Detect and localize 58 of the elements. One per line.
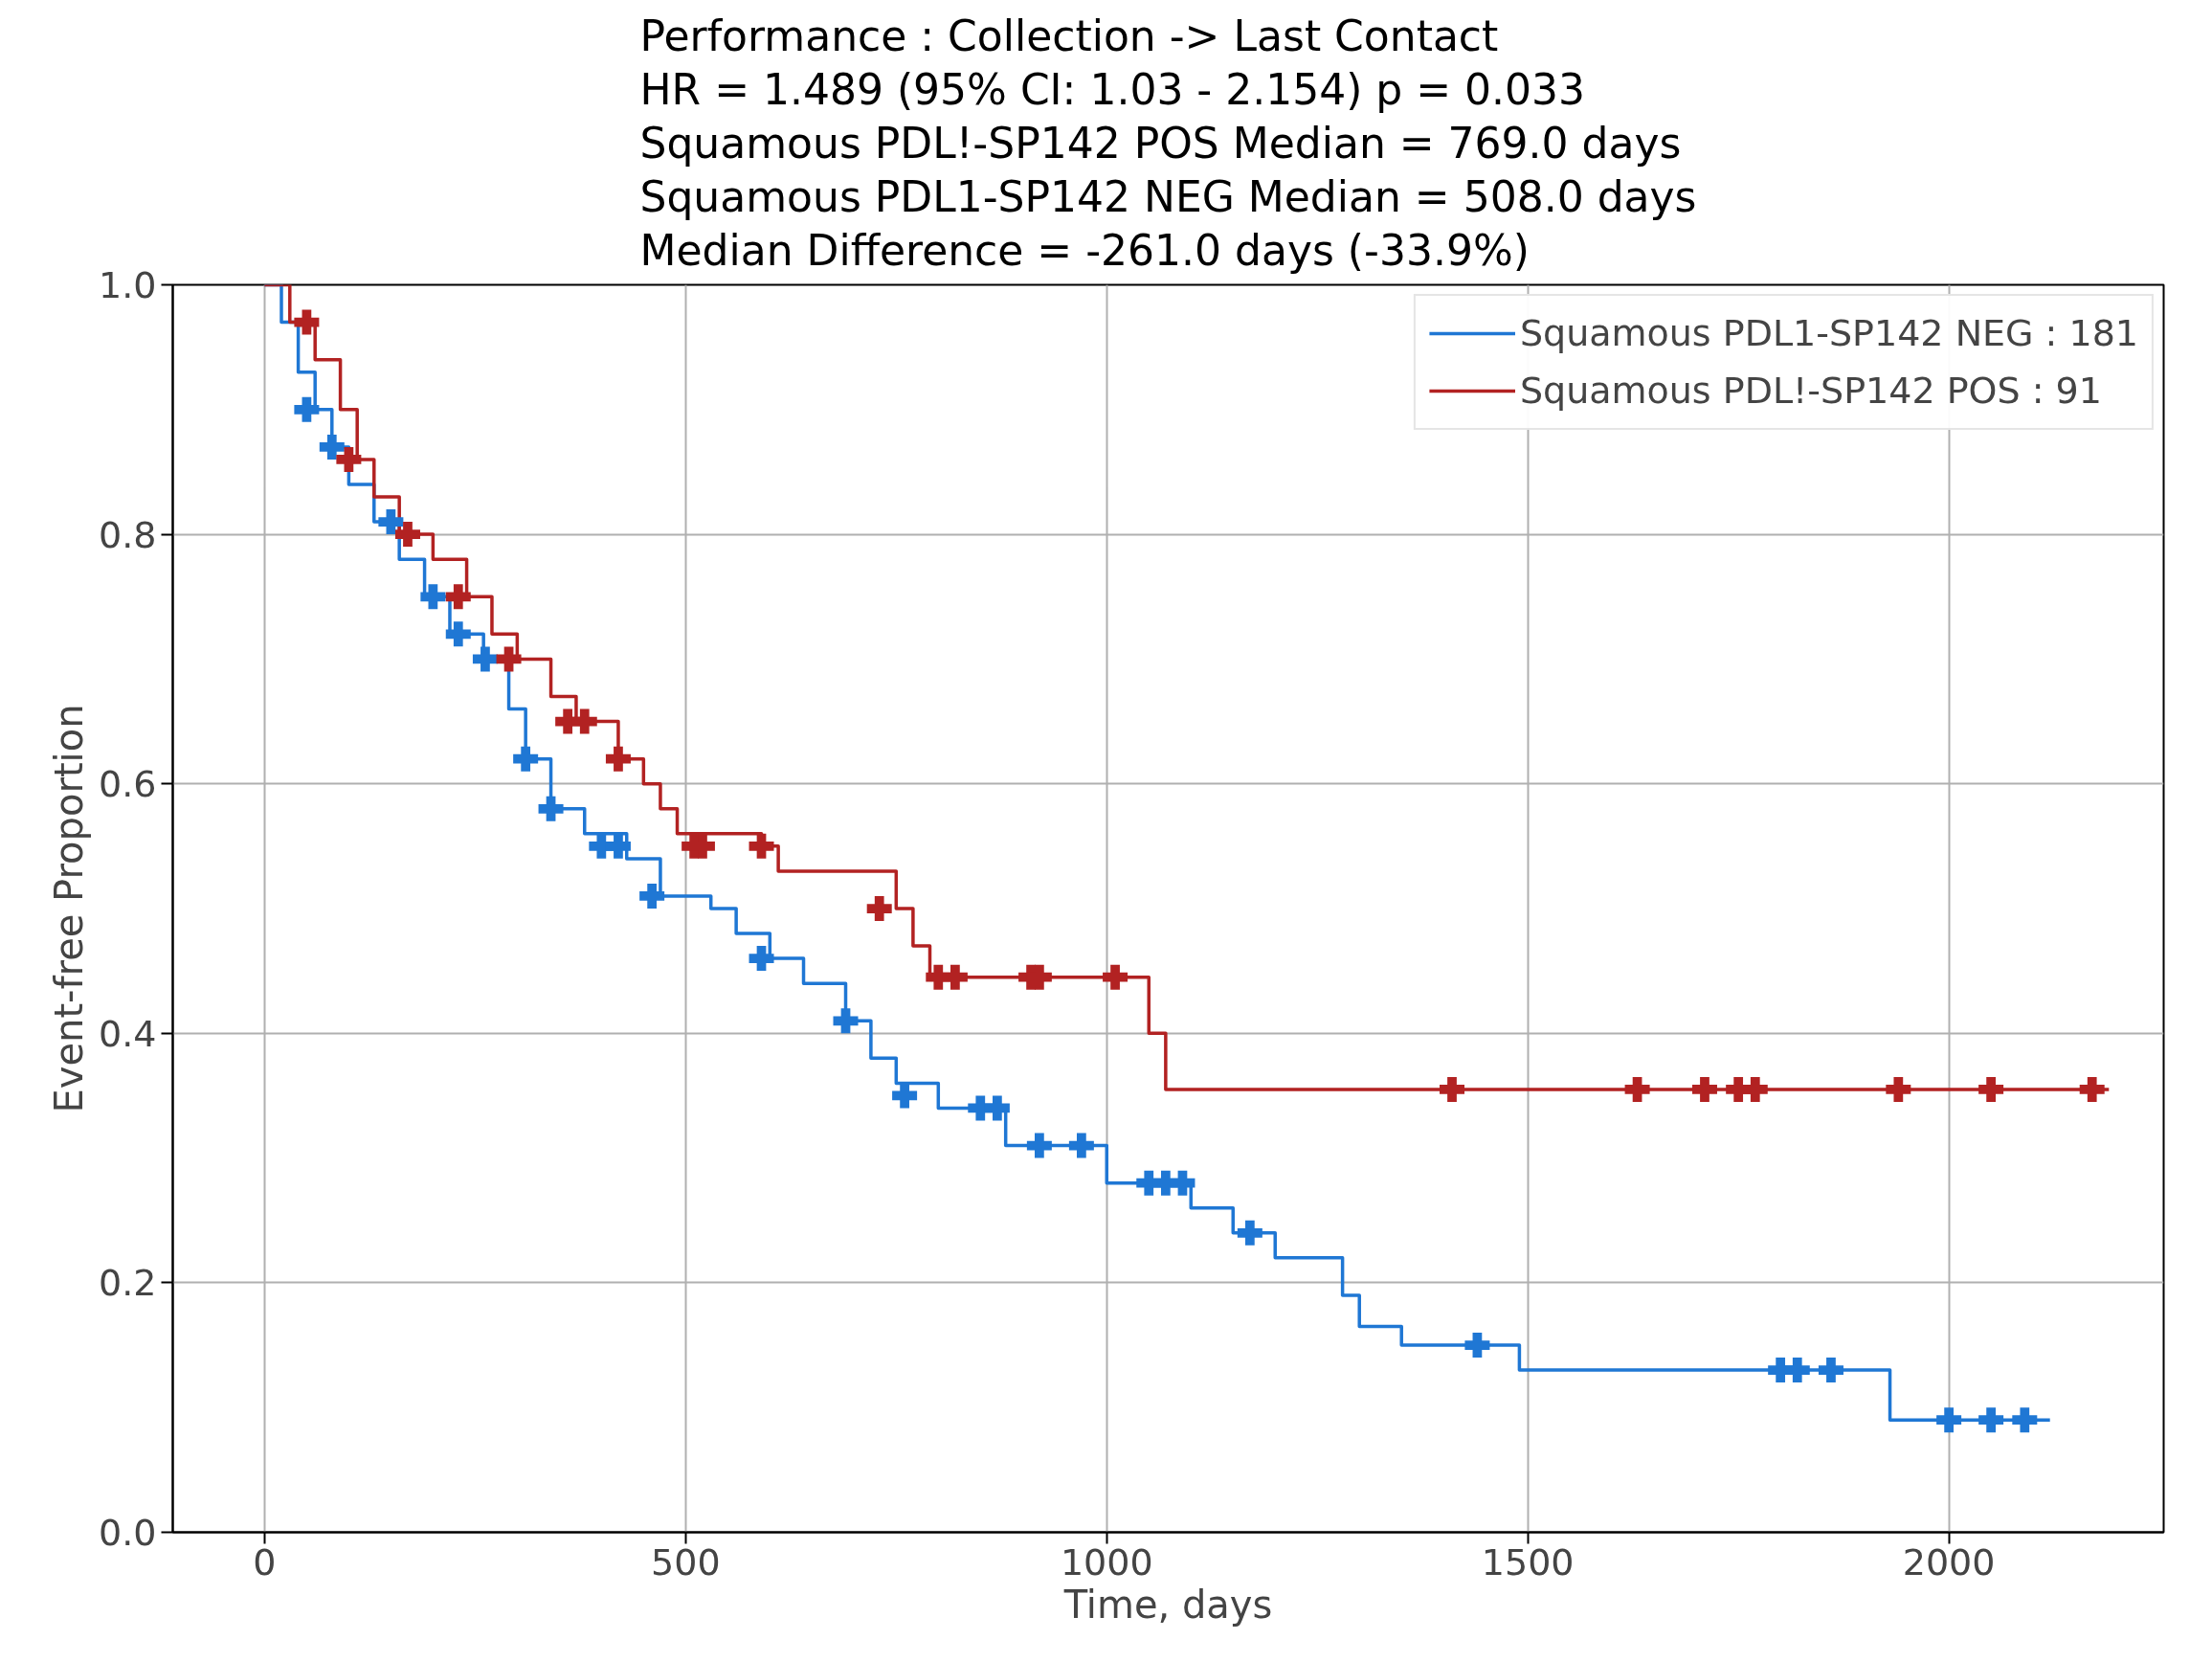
- x-tick-label: 1500: [1481, 1540, 1575, 1583]
- point: [1237, 1220, 1262, 1246]
- x-tick-label: 1000: [1060, 1540, 1153, 1583]
- point: [1818, 1358, 1843, 1383]
- point: [472, 646, 498, 672]
- point: [942, 964, 968, 990]
- y-tick-label: 0.6: [99, 763, 157, 806]
- y-tick-label: 0.8: [99, 513, 157, 556]
- point: [749, 946, 774, 972]
- point: [336, 446, 362, 472]
- point: [1170, 1170, 1195, 1196]
- y-tick-label: 0.2: [99, 1262, 157, 1305]
- legend-label: Squamous PDL!-SP142 POS : 91: [1519, 369, 2102, 414]
- point: [1784, 1358, 1810, 1383]
- point: [294, 396, 320, 422]
- point: [445, 621, 471, 647]
- point: [1691, 1076, 1717, 1102]
- point: [513, 746, 539, 772]
- y-axis-title: Event-free Proportion: [47, 704, 92, 1113]
- y-tick-label: 0.0: [99, 1512, 157, 1554]
- point: [866, 896, 892, 921]
- point: [749, 833, 774, 859]
- point: [1464, 1333, 1490, 1359]
- point: [1068, 1133, 1094, 1158]
- legend-label: Squamous PDL1-SP142 NEG : 181: [1519, 311, 2138, 356]
- point: [2079, 1076, 2105, 1102]
- chart-title: Performance : Collection -> Last Contact HR = 1.489 (95% CI: 1.03 - 2.154) p = 0.033 Squamous PDL!-SP142 POS Median = 769.0 days Squamous PDL1-SP142 NEG Median = 508.0 days Median Difference = -261.0 days (-33.9%): [639, 11, 1697, 276]
- point: [1978, 1407, 2004, 1433]
- point: [2012, 1407, 2038, 1433]
- point: [1026, 1133, 1052, 1158]
- point: [892, 1083, 918, 1109]
- point: [1742, 1076, 1768, 1102]
- point: [445, 584, 471, 610]
- x-tick-label: 2000: [1902, 1540, 1996, 1583]
- point: [639, 883, 665, 909]
- point: [420, 584, 446, 610]
- point: [833, 1008, 859, 1034]
- point: [605, 746, 631, 772]
- point: [1440, 1076, 1465, 1102]
- point: [1936, 1407, 1962, 1433]
- point: [496, 646, 522, 672]
- point: [538, 796, 564, 821]
- point: [605, 833, 631, 859]
- point: [1886, 1076, 1911, 1102]
- point: [1978, 1076, 2004, 1102]
- point: [378, 509, 404, 535]
- point: [1103, 964, 1128, 990]
- point: [1624, 1076, 1650, 1102]
- point: [984, 1095, 1010, 1121]
- point: [319, 434, 345, 460]
- x-tick-label: 0: [253, 1540, 277, 1583]
- point: [571, 708, 597, 734]
- y-tick-label: 0.4: [99, 1012, 157, 1055]
- y-tick-label: 1.0: [99, 264, 157, 306]
- point: [294, 309, 320, 335]
- point: [394, 522, 420, 548]
- x-axis-title: Time, days: [1062, 1582, 1273, 1627]
- x-tick-label: 500: [651, 1540, 721, 1583]
